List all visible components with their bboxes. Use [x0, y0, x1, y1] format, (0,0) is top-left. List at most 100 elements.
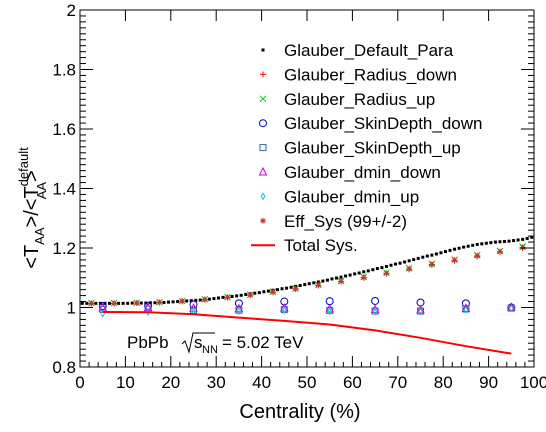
data-marks — [80, 235, 534, 355]
glauber-default-para-point — [530, 235, 534, 239]
legend-label: Glauber_Radius_up — [284, 90, 435, 109]
glauber-default-para-point — [230, 294, 234, 298]
glauber-default-para-point — [371, 268, 375, 272]
glauber-dmin-up-point — [145, 307, 151, 316]
annotation-sqrt-sub: NN — [202, 344, 218, 356]
annotation-sqrt-base: s — [194, 333, 203, 352]
glauber-default-para-point — [403, 260, 407, 264]
legend-label: Glauber_dmin_up — [284, 187, 419, 206]
glauber-dmin-up-point — [508, 304, 514, 313]
glauber-default-para-point — [348, 273, 352, 277]
eff-sys-99-2-point — [428, 261, 435, 268]
glauber-default-para-point — [335, 276, 339, 280]
glauber-default-para-point — [108, 301, 112, 305]
glauber-default-para-point — [357, 271, 361, 275]
legend-swatch — [259, 95, 267, 103]
glauber-default-para-point — [244, 292, 248, 296]
glauber-default-para-point — [94, 301, 98, 305]
glauber-default-para-point — [353, 272, 357, 276]
legend-swatch — [260, 71, 266, 78]
glauber-default-para-point — [512, 239, 516, 243]
glauber-default-para-point — [389, 263, 393, 267]
glauber-default-para-point — [339, 275, 343, 279]
glauber-dmin-down-point — [370, 304, 380, 314]
glauber-dmin-down-point — [416, 304, 425, 314]
glauber-dmin-up-point — [418, 307, 423, 316]
glauber-default-para-point — [489, 241, 493, 245]
eff-sys-99-2-point — [88, 300, 95, 307]
y-label-sup: default — [16, 147, 31, 186]
legend-label: Glauber_SkinDepth_down — [284, 114, 482, 133]
glauber-default-para-point — [521, 237, 525, 241]
legend-label: Glauber_SkinDepth_up — [284, 139, 461, 158]
glauber-default-para-point — [185, 299, 189, 303]
y-tick-label: 1.8 — [52, 61, 76, 80]
x-tick-label: 30 — [207, 373, 226, 392]
glauber-default-para-point — [126, 301, 130, 305]
axes: 0 10 20 30 40 50 60 70 80 90 100 0.8 1 1.2 1.4 1.6 1.8 2 — [52, 1, 546, 392]
x-tick-label: 100 — [520, 373, 546, 392]
glauber-default-para-point — [430, 253, 434, 257]
y-tick-label: 2 — [67, 1, 76, 20]
glauber-default-para-point — [471, 243, 475, 247]
y-label-sub2: AA — [34, 182, 49, 200]
glauber-default-para-point — [344, 274, 348, 278]
y-tick-label: 1.6 — [52, 120, 76, 139]
glauber-default-para-point — [253, 291, 257, 295]
glauber-default-para-point — [462, 245, 466, 249]
eff-sys-99-2-point — [338, 278, 345, 285]
glauber-default-para-point — [316, 280, 320, 284]
glauber-dmin-up-point — [236, 307, 242, 316]
glauber-default-para-point — [502, 239, 506, 243]
glauber-default-para-point — [117, 301, 121, 305]
eff-sys-99-2-point — [224, 294, 231, 301]
x-tick-label: 10 — [116, 373, 135, 392]
glauber-default-para-point — [262, 290, 266, 294]
glauber-default-para-point — [139, 301, 143, 305]
x-tick-label: 90 — [479, 373, 498, 392]
eff-sys-99-2-point — [111, 300, 118, 307]
eff-sys-99-2-point — [519, 244, 526, 251]
glauber-default-para-point — [235, 294, 239, 298]
y-label-tail: > — [21, 170, 43, 182]
glauber-default-para-point — [280, 287, 284, 291]
glauber-default-para-point — [171, 300, 175, 304]
y-label-mid: >/<T — [21, 186, 43, 227]
eff-sys-99-2-point — [201, 296, 208, 303]
y-tick-label: 1 — [67, 299, 76, 318]
glauber-default-para-point — [366, 269, 370, 273]
glauber-default-para-point — [380, 266, 384, 270]
legend-label: Total Sys. — [284, 236, 358, 255]
legend-swatch — [259, 119, 267, 128]
glauber-default-para-point — [266, 289, 270, 293]
glauber-default-para-point — [516, 238, 520, 242]
legend-swatch — [260, 192, 266, 201]
legend-swatch — [260, 217, 266, 224]
glauber-default-para-point — [212, 297, 216, 301]
glauber-default-para-point — [434, 252, 438, 256]
glauber-default-para-point — [121, 301, 125, 305]
sqrt-symbol — [181, 332, 215, 354]
legend-swatch — [258, 166, 268, 176]
glauber-dmin-down-point — [234, 303, 244, 313]
eff-sys-99-2-point — [269, 289, 276, 296]
glauber-dmin-down-point — [325, 303, 335, 313]
glauber-default-para-point — [216, 296, 220, 300]
glauber-default-para-point — [466, 244, 470, 248]
glauber-default-para-point — [498, 240, 502, 244]
y-label-sub1: AA — [32, 227, 47, 245]
glauber-default-para-point — [484, 241, 488, 245]
glauber-default-para-point — [221, 295, 225, 299]
glauber-default-para-point — [407, 259, 411, 263]
glauber-default-para-point — [153, 301, 157, 305]
legend-label: Eff_Sys (99+/-2) — [284, 212, 407, 231]
legend-label: Glauber_dmin_down — [284, 163, 441, 182]
y-axis-label: <TAA>/<TdefaultAA> — [16, 147, 49, 269]
glauber-default-para-point — [257, 291, 261, 295]
glauber-default-para-point — [162, 300, 166, 304]
glauber-default-para-point — [412, 258, 416, 262]
y-label-lead: <T — [21, 245, 43, 269]
glauber-default-para-point — [298, 283, 302, 287]
glauber-dmin-up-point — [372, 307, 378, 316]
glauber-default-para-point — [362, 270, 366, 274]
